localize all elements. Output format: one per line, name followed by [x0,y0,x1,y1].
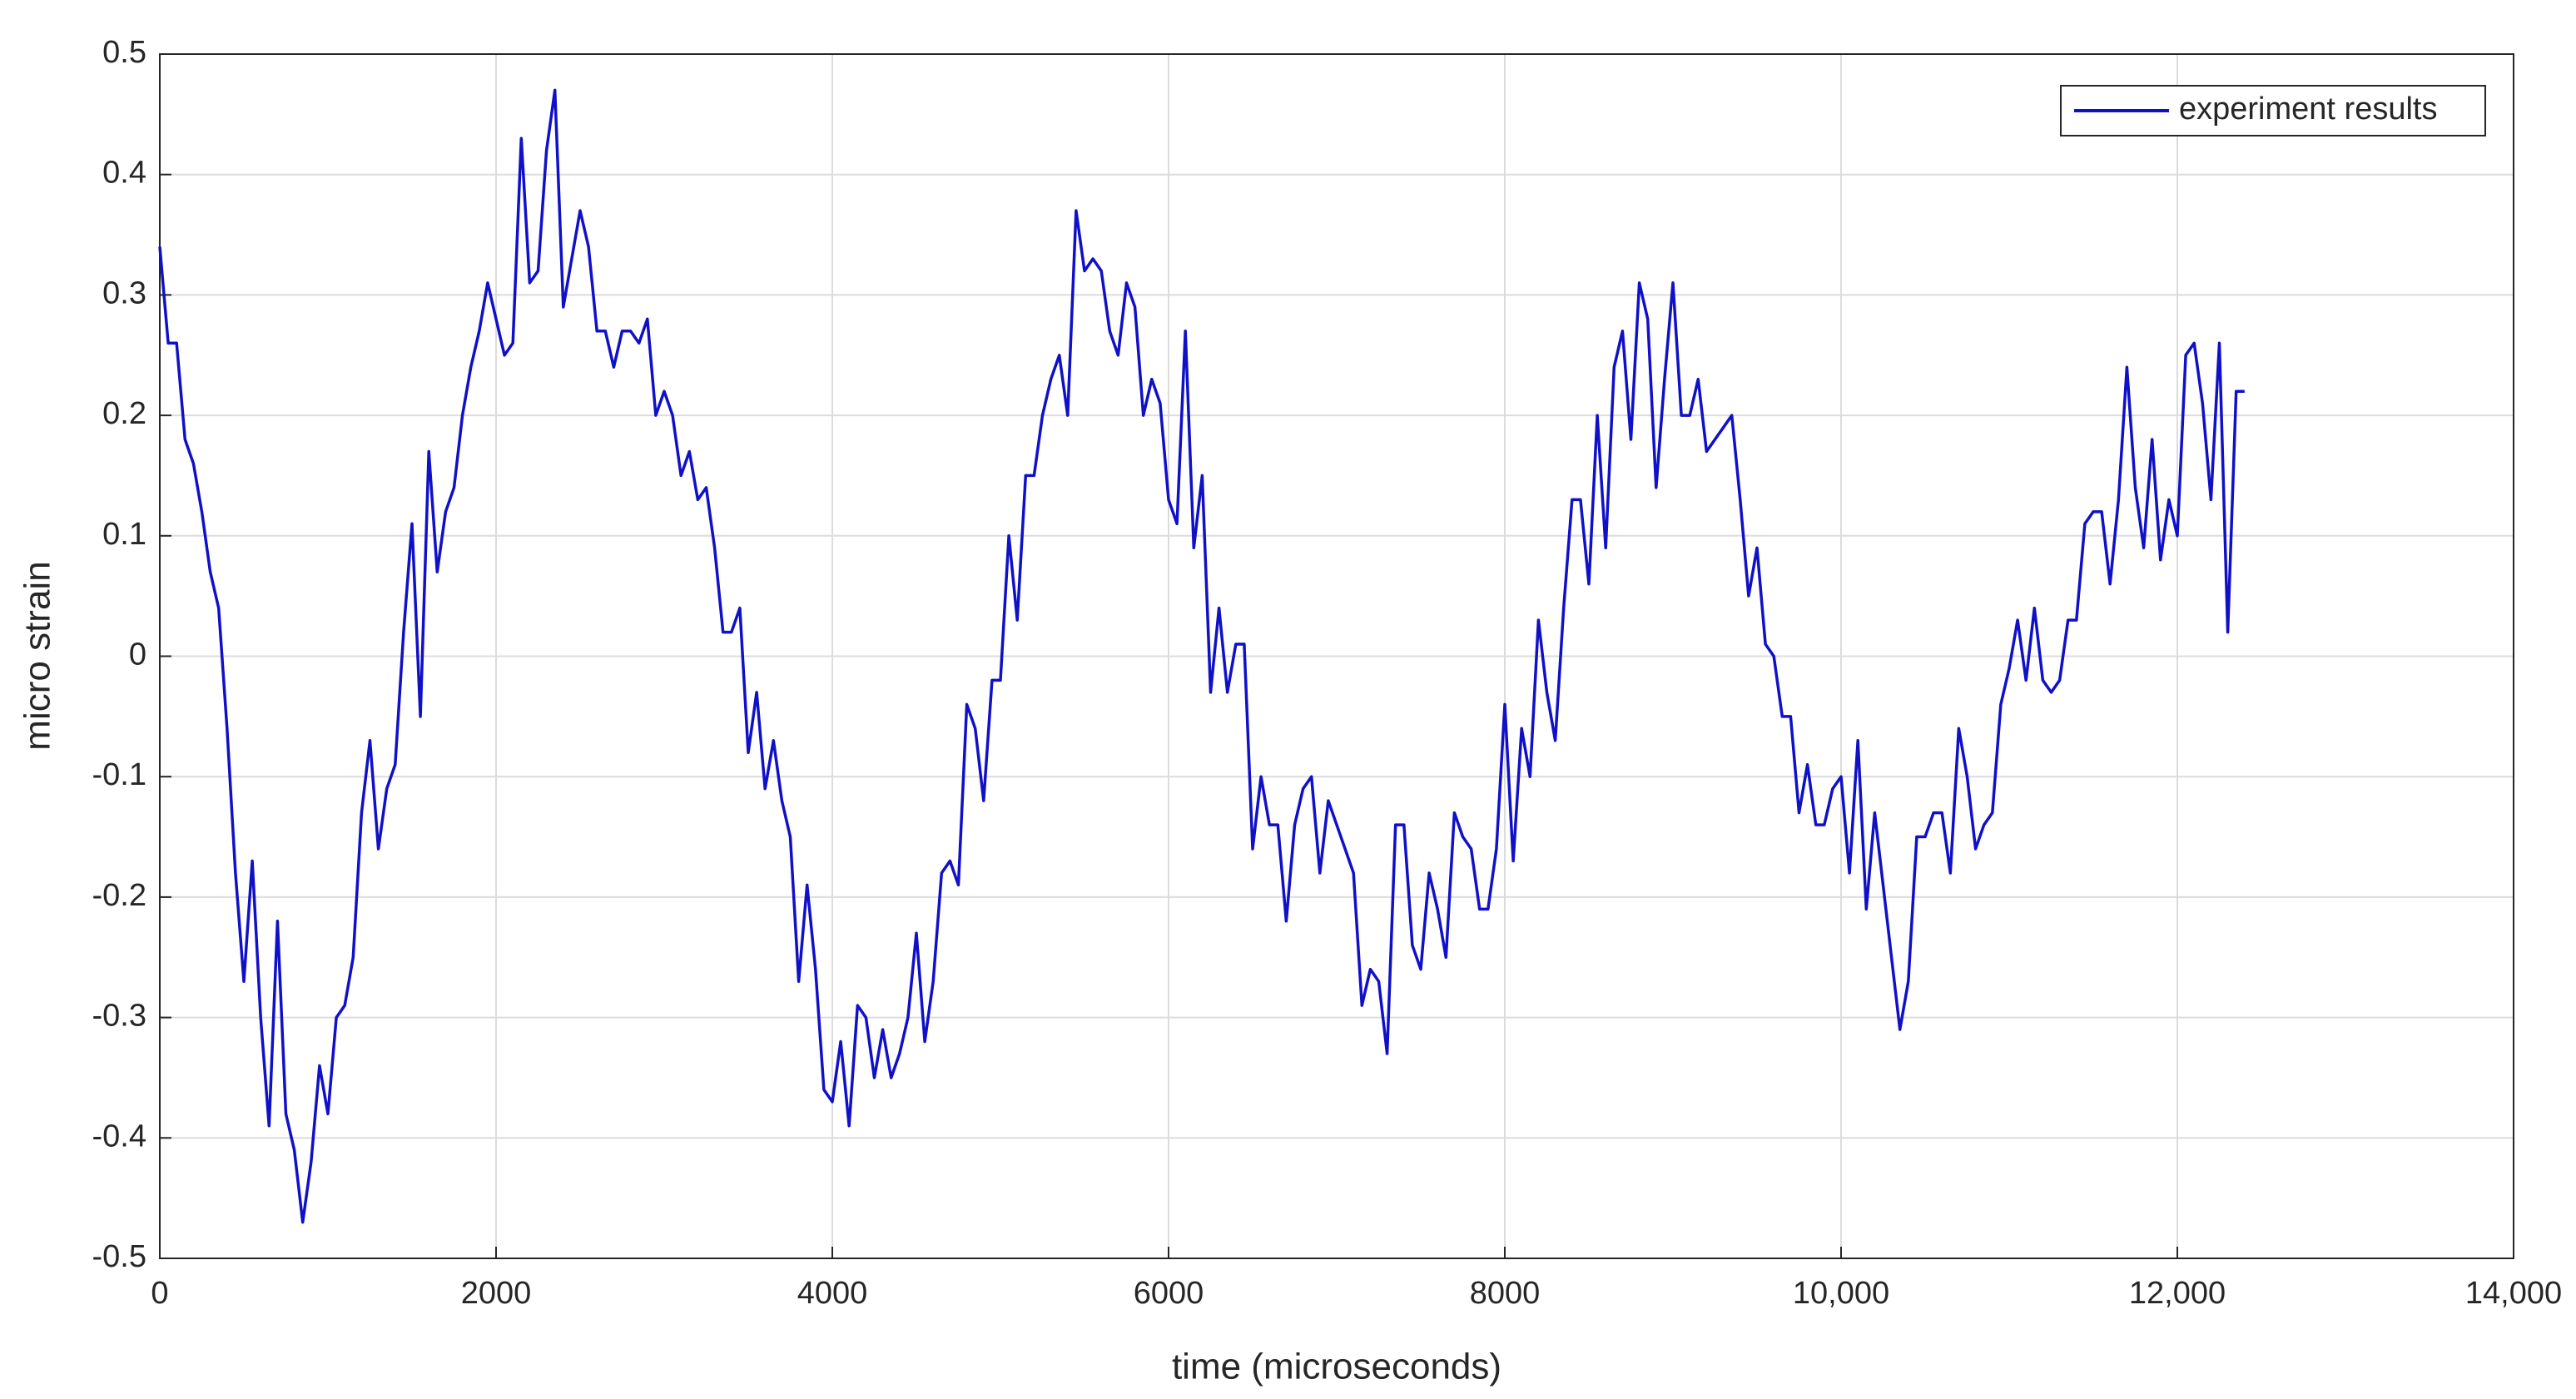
data-line [158,88,2245,1224]
y-tick-label: 0.4 [102,156,146,191]
x-tick-label: 2000 [461,1276,532,1311]
x-tick-label: 0 [151,1276,168,1311]
y-tick-label: -0.3 [92,999,146,1034]
y-tick-label: 0.2 [102,396,146,431]
y-tick-label: -0.1 [92,757,146,792]
plot-frame [159,53,2514,1259]
x-tick-label: 8000 [1470,1276,1541,1311]
y-axis-label: micro strain [17,561,58,750]
x-tick-label: 6000 [1134,1276,1204,1311]
x-tick-label: 12,000 [2129,1276,2226,1311]
y-tick-label: 0 [129,637,146,672]
y-tick-label: 0.5 [102,35,146,70]
y-tick-label: 0.3 [102,275,146,310]
y-tick-label: 0.1 [102,517,146,552]
x-tick-label: 10,000 [1793,1276,1889,1311]
legend-label: experiment results [2179,92,2437,127]
x-tick-label: 4000 [797,1276,868,1311]
y-tick-label: -0.4 [92,1119,146,1153]
y-tick-label: -0.5 [92,1239,146,1274]
y-tick-label: -0.2 [92,878,146,913]
x-tick-label: 14,000 [2465,1276,2562,1311]
x-axis-label: time (microseconds) [1172,1347,1501,1387]
